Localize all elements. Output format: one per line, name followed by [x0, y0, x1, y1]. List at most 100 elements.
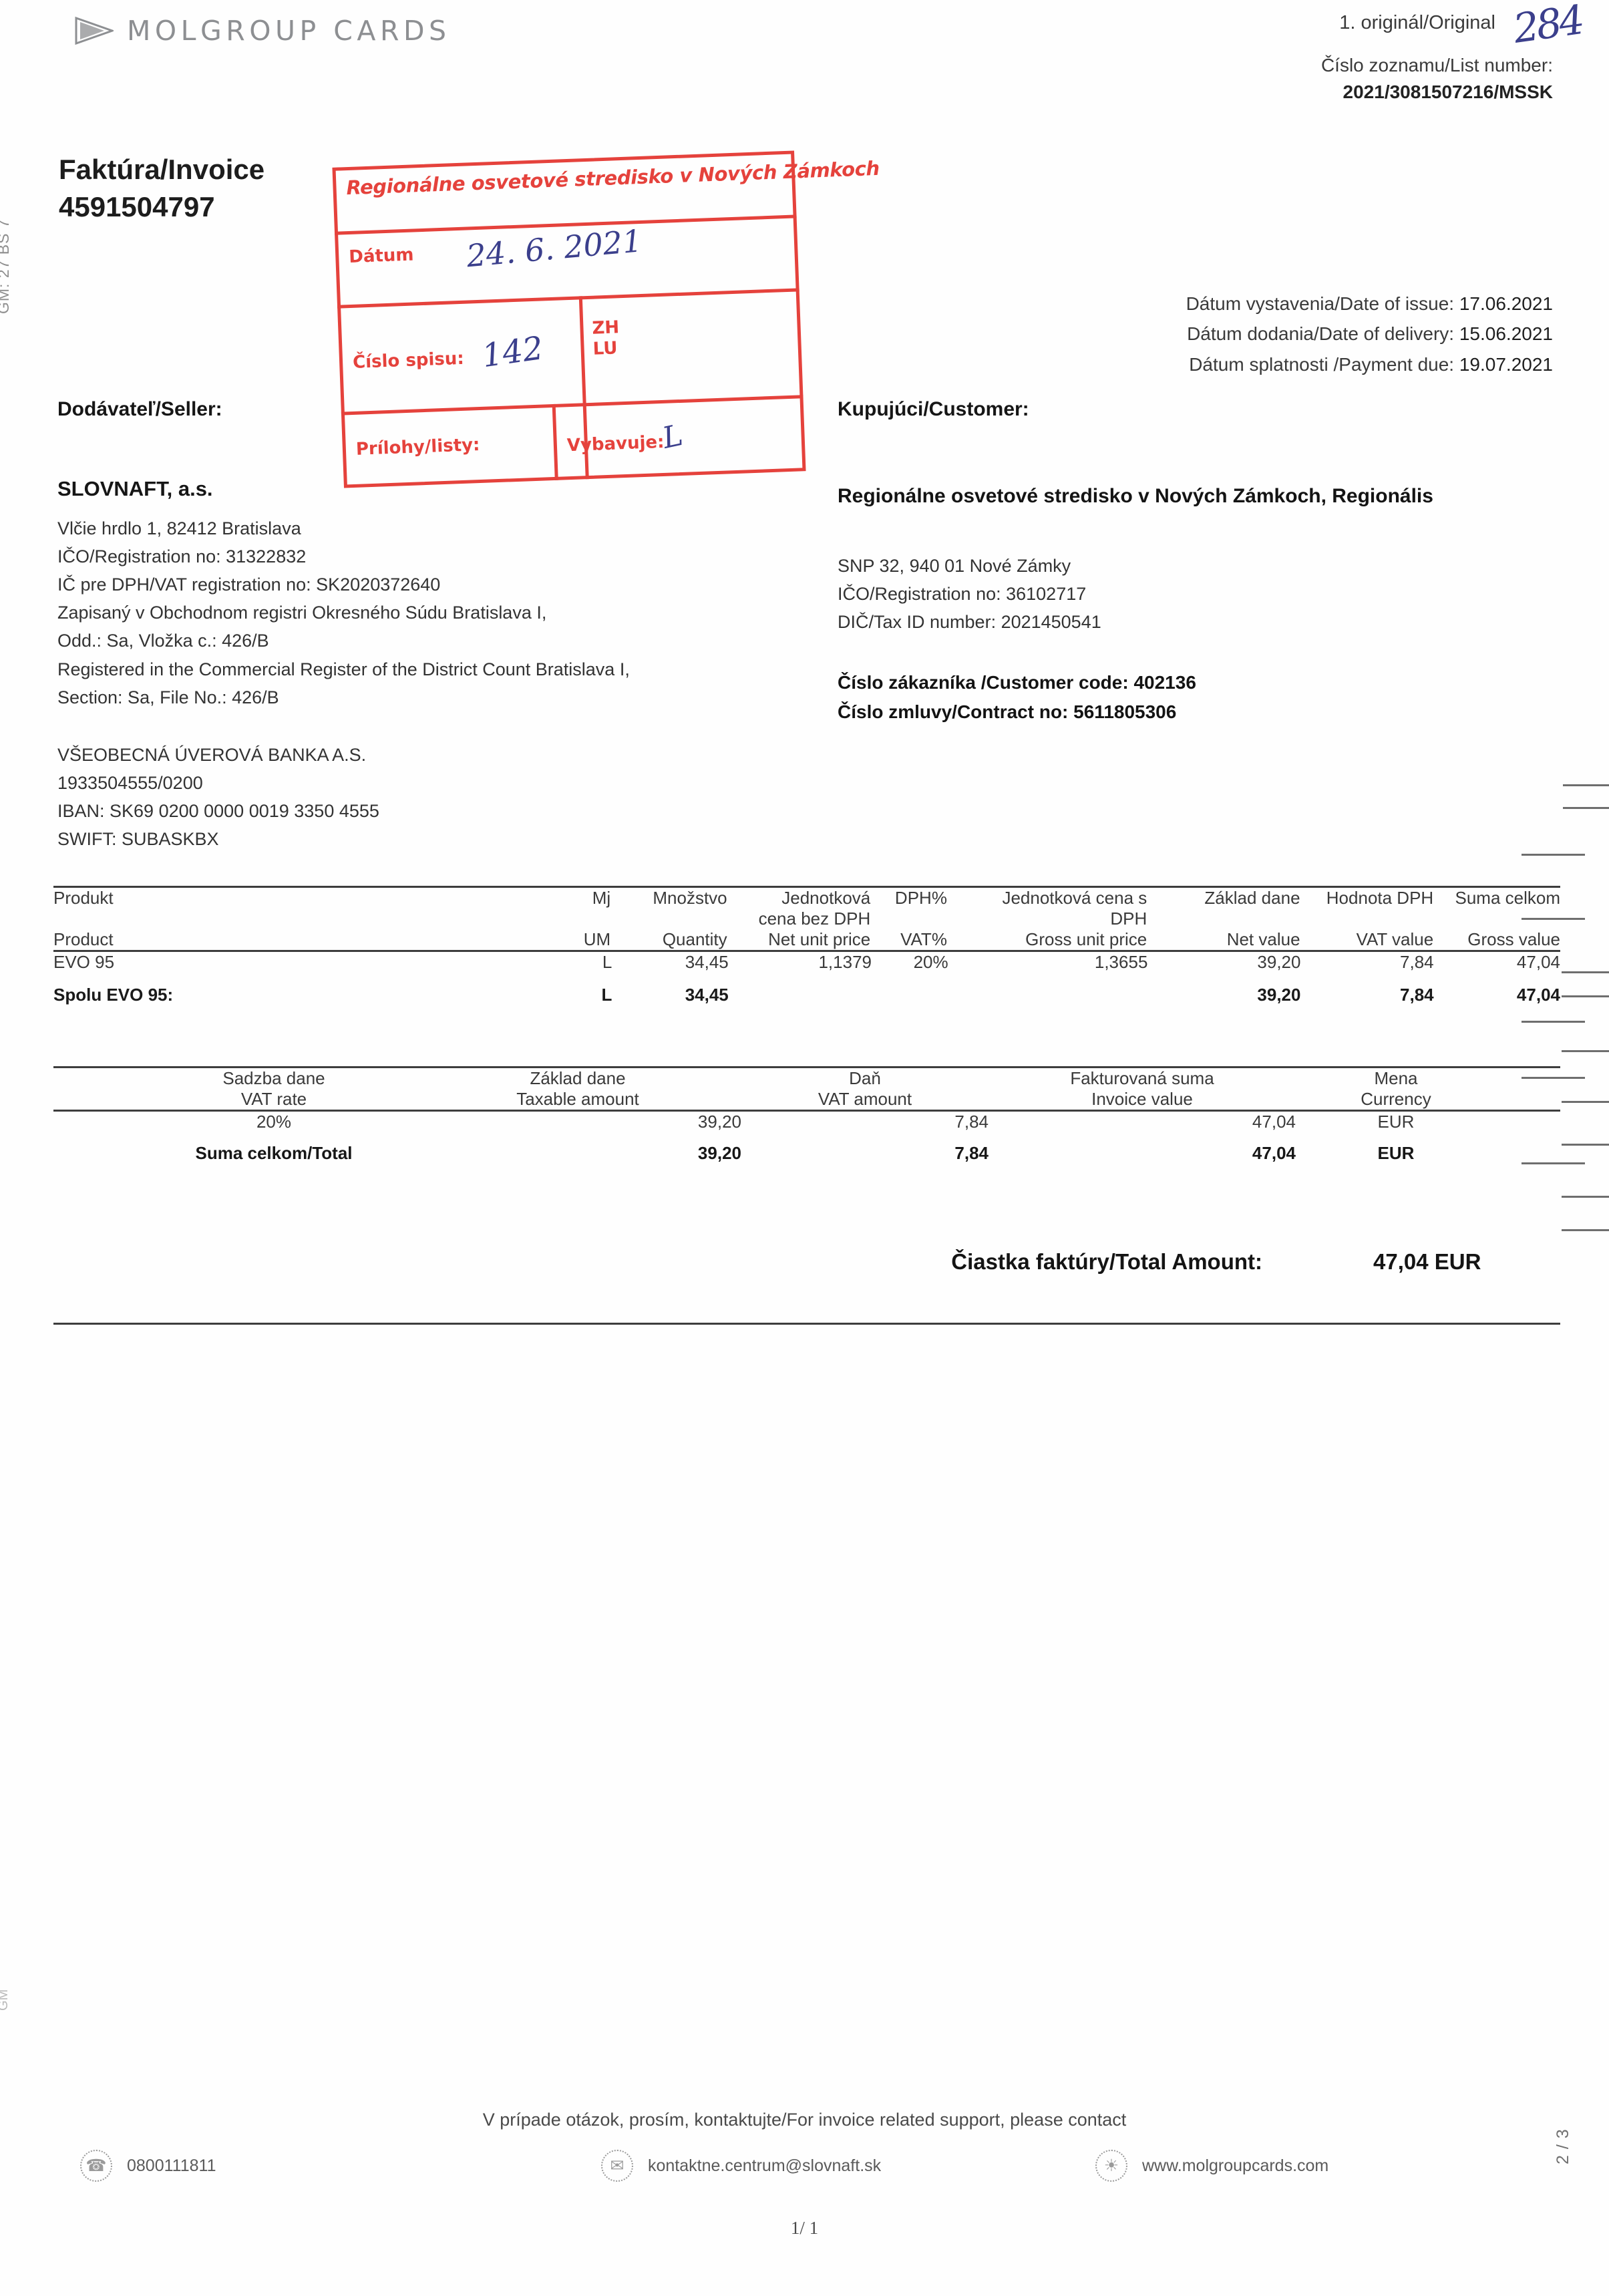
seller-line: Odd.: Sa, Vložka c.: 426/B — [57, 631, 269, 651]
list-number-label: Číslo zoznamu/List number: — [1320, 55, 1553, 75]
spacer-cell — [1300, 909, 1434, 929]
date-label-delivery: Dátum dodania/Date of delivery: — [1187, 323, 1455, 345]
spacer-cell — [53, 1089, 134, 1110]
date-row-issue: Dátum vystavenia/Date of issue: 17.06.20… — [1186, 289, 1553, 319]
cell-vat-pct: 20% — [913, 952, 948, 972]
grand-total-row: Čiastka faktúry/Total Amount: 47,04 EUR — [53, 1249, 1560, 1275]
scan-artifact — [1562, 1229, 1609, 1231]
stamp-divider — [337, 288, 799, 309]
cell-gross-unit-price — [948, 973, 1148, 1015]
margin-note-left-top: GM: 27 BS 7 — [0, 218, 12, 314]
bank-iban: IBAN: SK69 0200 0000 0019 3350 4555 — [57, 800, 379, 821]
scan-artifact — [1563, 784, 1609, 786]
seller-line: IČO/Registration no: 31322832 — [57, 546, 307, 567]
stamp-divider — [552, 403, 558, 480]
footer-website-item[interactable]: ☀ www.molgroupcards.com — [1095, 2150, 1328, 2182]
vat-summary-table: Sadzba dane Základ dane Daň Fakturovaná … — [53, 1066, 1560, 1174]
col-header-grossunit-sk: Jednotková cena s — [1002, 888, 1147, 908]
bank-name: VŠEOBECNÁ ÚVEROVÁ BANKA A.S. — [57, 745, 367, 765]
list-number-block: Číslo zoznamu/List number: 2021/30815072… — [1321, 52, 1553, 106]
vat-cell-currency: EUR — [1377, 1112, 1415, 1132]
vat-header-rule — [53, 1110, 1560, 1112]
col-header-grossunit-en: Gross unit price — [1025, 929, 1147, 949]
scan-artifact — [1562, 1050, 1609, 1052]
seller-line: Registered in the Commercial Register of… — [57, 659, 630, 679]
stamp-file-label: Číslo spisu: — [352, 348, 465, 373]
cell-net-unit-price — [729, 973, 872, 1015]
page-title: Faktúra/Invoice — [59, 154, 265, 185]
customer-section-label: Kupujúci/Customer: — [838, 398, 1029, 420]
footer-email-item[interactable]: ✉ kontaktne.centrum@slovnaft.sk — [601, 2150, 1095, 2182]
bank-swift: SWIFT: SUBASKBX — [57, 828, 219, 849]
stamp-divider — [578, 296, 589, 480]
date-value-delivery: 15.06.2021 — [1459, 323, 1553, 345]
vat-col-header-invoice-en: Invoice value — [1091, 1089, 1193, 1109]
spacer-cell — [53, 1068, 134, 1089]
table-header-row-en: Product UM Quantity Net unit price VAT% … — [53, 929, 1560, 950]
scan-artifact — [1522, 1162, 1585, 1164]
stamp-divider — [341, 395, 803, 416]
footer-phone-item: ☎ 0800111811 — [80, 2150, 601, 2182]
list-number-value: 2021/3081507216/MSSK — [1343, 81, 1553, 102]
date-row-delivery: Dátum dodania/Date of delivery: 15.06.20… — [1186, 319, 1553, 349]
cell-product: EVO 95 — [53, 952, 115, 972]
stamp-handler-label: Vybavuje: — [566, 432, 665, 456]
molgroup-cards-logo: MOLGROUP CARDS — [75, 15, 451, 47]
vat-cell-vat: 7,84 — [954, 1143, 989, 1163]
stamp-file-value: 142 — [480, 329, 546, 375]
vat-row-total: Suma celkom/Total 39,20 7,84 47,04 EUR — [53, 1132, 1560, 1174]
spacer-cell — [1147, 909, 1300, 929]
product-table: Produkt Mj Množstvo Jednotková DPH% Jedn… — [53, 886, 1560, 1015]
col-header-grossvalue-sk: Suma celkom — [1455, 888, 1561, 908]
stamp-lu-label: LU — [592, 338, 618, 359]
customer-code: Číslo zákazníka /Customer code: 402136 — [838, 672, 1196, 693]
seller-line: Section: Sa, File No.: 426/B — [57, 687, 279, 707]
vat-col-header-vat-en: VAT amount — [818, 1089, 912, 1109]
vat-col-header-rate-en: VAT rate — [240, 1089, 307, 1109]
col-header-product-sk: Produkt — [53, 888, 114, 908]
col-header-netunit-sk: Jednotková — [781, 888, 871, 908]
col-header-netunit-en: Net unit price — [768, 929, 871, 949]
spacer-cell — [53, 1132, 134, 1174]
vat-table-top-rule — [53, 1066, 1560, 1068]
vat-cell-taxable: 39,20 — [697, 1112, 741, 1132]
spacer-cell — [511, 909, 610, 929]
seller-bank-details: VŠEOBECNÁ ÚVEROVÁ BANKA A.S. 1933504555/… — [57, 742, 379, 853]
cell-quantity: 34,45 — [685, 985, 729, 1005]
scan-artifact — [1562, 1144, 1609, 1146]
stamp-date-value: 24. 6. 2021 — [465, 222, 644, 275]
vat-header-row-sk: Sadzba dane Základ dane Daň Fakturovaná … — [53, 1068, 1560, 1089]
date-label-issue: Dátum vystavenia/Date of issue: — [1186, 293, 1455, 314]
footer-email[interactable]: kontaktne.centrum@slovnaft.sk — [648, 2156, 882, 2175]
vat-col-header-currency-sk: Mena — [1374, 1068, 1418, 1088]
grand-total-value: 47,04 EUR — [1373, 1249, 1481, 1274]
invoice-number: 4591504797 — [59, 191, 215, 222]
date-label-due: Dátum splatnosti /Payment due: — [1189, 353, 1455, 375]
dates-block: Dátum vystavenia/Date of issue: 17.06.20… — [1186, 289, 1553, 379]
customer-line: DIČ/Tax ID number: 2021450541 — [838, 612, 1101, 633]
footer-website[interactable]: www.molgroupcards.com — [1142, 2156, 1329, 2175]
col-header-grossvalue-en: Gross value — [1467, 929, 1560, 949]
scan-artifact — [1562, 995, 1609, 997]
col-header-netvalue-sk: Základ dane — [1204, 888, 1300, 908]
col-header-netvalue-en: Net value — [1226, 929, 1300, 949]
table-header-row-sk: Produkt Mj Množstvo Jednotková DPH% Jedn… — [53, 888, 1560, 909]
date-value-issue: 17.06.2021 — [1459, 293, 1553, 314]
stamp-divider — [334, 214, 797, 235]
vat-col-header-taxable-en: Taxable amount — [516, 1089, 639, 1109]
seller-line: Vlčie hrdlo 1, 82412 Bratislava — [57, 518, 301, 538]
scan-artifact — [1563, 807, 1609, 809]
footer-phone: 0800111811 — [127, 2156, 216, 2175]
customer-line: SNP 32, 940 01 Nové Zámky — [838, 556, 1071, 576]
cell-vat-value: 7,84 — [1400, 985, 1434, 1005]
stamp-outer-border — [332, 150, 806, 488]
original-copy-label: 1. originál/Original — [1339, 12, 1495, 33]
envelope-icon: ✉ — [601, 2150, 633, 2182]
vat-cell-vat: 7,84 — [954, 1112, 989, 1132]
cell-um: L — [601, 985, 612, 1005]
vat-cell-taxable: 39,20 — [697, 1143, 741, 1163]
grand-total-label: Čiastka faktúry/Total Amount: — [951, 1249, 1262, 1274]
spacer-cell — [259, 888, 511, 909]
date-row-due: Dátum splatnosti /Payment due: 19.07.202… — [1186, 349, 1553, 379]
col-header-vatvalue-en: VAT value — [1356, 929, 1434, 949]
